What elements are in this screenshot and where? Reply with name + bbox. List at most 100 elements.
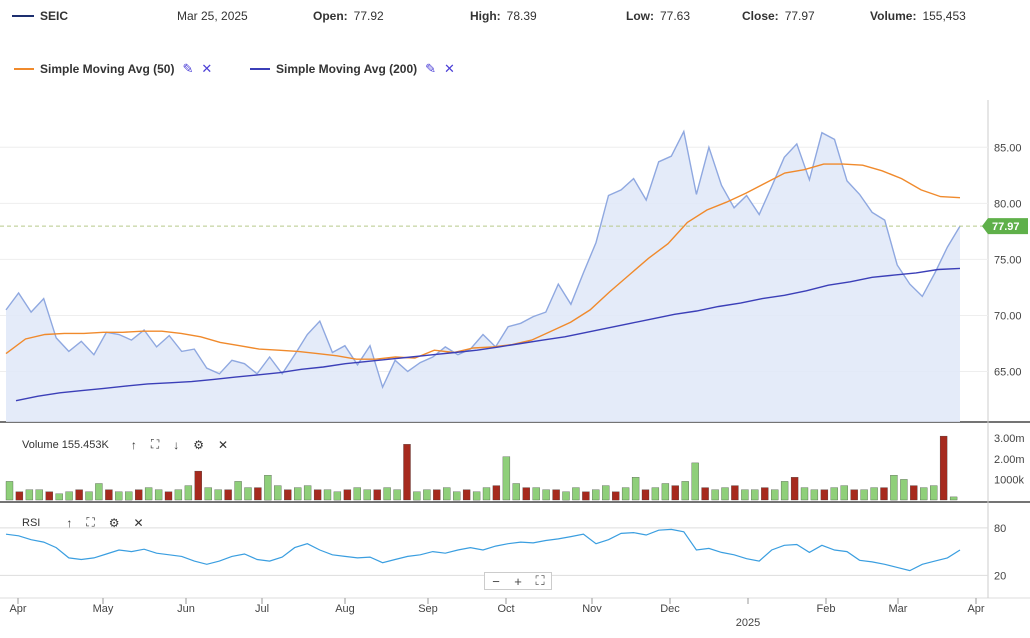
volume-bar [294,487,302,501]
volume-bar [184,485,193,501]
sma200-label[interactable]: Simple Moving Avg (200) [276,62,418,76]
volume-bar [721,487,729,501]
volume-bar [840,485,848,501]
volume-bar [681,481,689,501]
zoom-controls: − + ⛶ [484,572,552,590]
volume-bar [582,491,590,501]
low-field: Low: 77.63 [626,9,690,23]
volume-bar [75,489,83,501]
sma200-legend: Simple Moving Avg (200) ✎ ✕ [250,61,455,77]
move-down-icon[interactable]: ↓ [173,437,180,452]
close-label: Close: [742,9,779,23]
volume-bar [174,489,183,501]
volume-bar [761,487,769,501]
volume-bar [631,477,640,501]
low-label: Low: [626,9,654,23]
volume-bar [810,489,819,501]
volume-bar [303,485,312,501]
volume-bar [920,487,928,501]
close-icon[interactable]: ✕ [201,61,213,76]
volume-bar [204,487,212,501]
volume-bar [492,485,501,501]
fit-screen-button[interactable]: ⛶ [535,573,545,588]
price-line [5,129,961,390]
volume-bar [244,487,252,501]
volume-bar [433,489,441,501]
volume-bar [860,489,868,501]
volume-bar [55,493,63,501]
rsi-line [5,528,961,572]
volume-bar [572,487,580,501]
volume-bar [135,489,143,501]
volume-bar [194,470,202,501]
close-icon[interactable]: ✕ [218,437,229,452]
open-field: Open: 77.92 [313,9,384,23]
pencil-icon[interactable]: ✎ [182,61,194,76]
sma200-line [15,267,961,402]
price-area-fill [6,131,960,422]
price-tick-label: 80.00 [994,198,1022,210]
volume-bar [751,489,759,501]
price-tick-label: 70.00 [994,310,1022,322]
low-value: 77.63 [660,9,691,23]
gear-icon[interactable]: ⚙ [193,437,205,452]
volume-bar [830,487,838,501]
volume-value: 155,453 [922,9,966,23]
volume-bar [621,487,630,501]
last-price-tag [982,218,1028,235]
volume-bar [343,489,352,501]
open-label: Open: [313,9,348,23]
volume-bar [691,462,699,501]
volume-bar [164,491,173,501]
volume-bar [462,489,471,501]
x-tick-label: Apr [9,603,26,615]
volume-bar [5,481,14,501]
volume-bar [790,477,799,501]
volume-bar [383,487,391,501]
volume-bar [284,489,292,501]
sma50-label[interactable]: Simple Moving Avg (50) [40,62,175,76]
volume-bar [95,483,103,501]
x-tick-label: Apr [967,603,984,615]
pencil-icon[interactable]: ✎ [425,61,437,76]
volume-bar [602,485,610,501]
zoom-in-button[interactable]: + [514,573,522,589]
volume-bar [532,487,540,501]
volume-bar [214,489,222,501]
expand-icon[interactable]: ⛶ [150,437,160,451]
close-icon[interactable]: ✕ [133,515,144,530]
rsi-panel-label: RSI [22,516,41,529]
volume-bar [522,487,530,501]
volume-bar [820,489,829,501]
volume-tick-label: 3.00m [994,433,1025,445]
volume-label: Volume: [870,9,917,23]
x-tick-label: Aug [335,603,355,615]
move-up-icon[interactable]: ↑ [66,515,73,530]
last-price-tag-label: 77.97 [992,221,1020,233]
volume-tick-label: 2.00m [994,454,1025,466]
ohlc-header: SEIC Mar 25, 2025 Open: 77.92 High: 78.39 … [0,0,1030,30]
volume-bar [512,483,520,501]
volume-bar [154,489,163,501]
volume-panel-label: Volume 155.453K [22,438,109,451]
symbol-label: SEIC [12,9,68,23]
move-up-icon[interactable]: ↑ [130,437,137,452]
volume-bar [542,489,550,501]
volume-bar [443,487,451,501]
volume-bar [552,489,560,501]
volume-bar [85,491,93,501]
price-tick-label: 65.00 [994,367,1022,379]
x-tick-label: May [93,603,114,615]
volume-field: Volume: 155,453 [870,9,966,23]
symbol-line-swatch [12,15,34,17]
volume-bar [711,489,719,501]
gear-icon[interactable]: ⚙ [108,515,120,530]
expand-icon[interactable]: ⛶ [86,515,95,529]
volume-bar [592,489,600,501]
close-icon[interactable]: ✕ [444,61,455,76]
volume-bar [482,487,491,501]
zoom-out-button[interactable]: − [492,573,500,589]
volume-bar [731,485,739,501]
x-tick-label: Oct [497,603,514,615]
